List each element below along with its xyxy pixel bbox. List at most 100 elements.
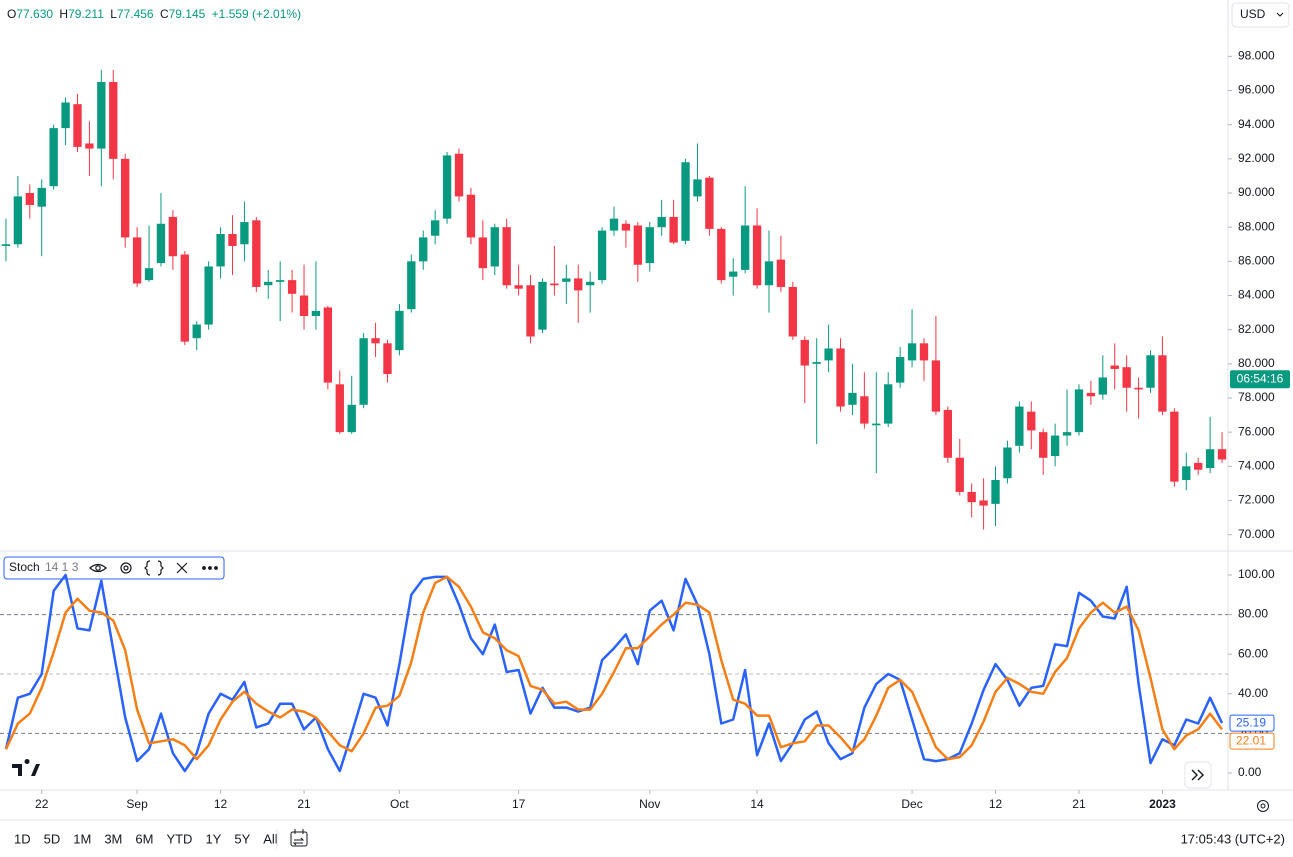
y-tick-label: 98.000 — [1238, 49, 1275, 63]
range-button[interactable]: YTD — [166, 831, 192, 846]
candle-body — [1182, 466, 1191, 480]
x-tick-label: 2023 — [1149, 797, 1176, 811]
ohlc-legend: O77.630 H79.211 L77.456 C79.145 +1.559 (… — [7, 7, 301, 21]
source-icon[interactable] — [144, 560, 164, 576]
candle-body — [860, 396, 869, 424]
candle-body — [359, 338, 368, 405]
logo[interactable] — [12, 759, 40, 776]
candle-body — [335, 384, 344, 433]
candle-body — [419, 237, 428, 262]
candle-body — [73, 104, 82, 147]
candle-body — [1098, 377, 1107, 395]
candle-body — [919, 343, 929, 361]
settings-icon[interactable] — [1257, 800, 1269, 812]
indicator-box[interactable] — [3, 556, 225, 580]
scroll-button[interactable] — [1184, 761, 1212, 789]
indicator-params: 14 1 3 — [45, 560, 79, 574]
candle-body — [1062, 432, 1072, 436]
currency-label[interactable]: USD — [1240, 7, 1266, 21]
candle-body — [216, 234, 225, 267]
y-tick-label: 70.000 — [1238, 527, 1275, 541]
settings-button[interactable] — [1257, 800, 1269, 812]
eye-icon[interactable] — [89, 563, 107, 573]
candle-body — [121, 158, 130, 238]
y-tick-label: 100.00 — [1238, 567, 1275, 581]
candle-body — [109, 81, 118, 159]
candle-body — [800, 339, 809, 366]
candle-body — [824, 348, 833, 361]
range-button[interactable]: All — [263, 831, 278, 846]
candle-body — [597, 230, 607, 281]
y-tick-label: 96.000 — [1238, 83, 1275, 97]
candle-body — [681, 162, 690, 241]
range-button[interactable]: 1Y — [205, 831, 221, 846]
y-tick-label: 80.00 — [1238, 607, 1268, 621]
range-button[interactable]: 1M — [73, 831, 91, 846]
indicator-icons[interactable] — [89, 560, 218, 576]
candle-body — [991, 479, 1000, 504]
indicator-legend[interactable]: Stoch 14 1 3 — [3, 556, 225, 580]
last-value-label: 25.19 — [1236, 715, 1266, 729]
close-value: 79.145 — [169, 7, 206, 21]
candle-body — [669, 216, 678, 243]
candle-body — [1027, 411, 1036, 431]
more-dot[interactable] — [214, 566, 218, 570]
currency-box[interactable] — [1231, 2, 1290, 28]
range-button[interactable]: 1D — [14, 831, 31, 846]
gear-icon[interactable] — [120, 562, 132, 574]
calendar-icon[interactable] — [290, 831, 308, 847]
candle-body — [979, 500, 988, 506]
candle-body — [13, 196, 23, 245]
date-range-button[interactable] — [290, 829, 308, 847]
currency-button[interactable]: USD — [1231, 2, 1290, 28]
currency-caret[interactable] — [1276, 12, 1284, 17]
remove-icon[interactable] — [176, 562, 188, 574]
candle-body — [1, 244, 11, 246]
candle-body — [156, 223, 166, 264]
candle-body — [812, 362, 821, 364]
candle-body — [836, 348, 845, 407]
range-button[interactable]: 5Y — [234, 831, 250, 846]
calendar-arrows[interactable] — [292, 829, 305, 846]
y-tick-label: 74.000 — [1238, 458, 1275, 472]
last-value-box — [1229, 732, 1275, 750]
range-button[interactable]: 6M — [135, 831, 153, 846]
y-tick-label: 72.000 — [1238, 493, 1275, 507]
candle-body — [395, 310, 404, 351]
more-dot[interactable] — [202, 566, 206, 570]
candle-body — [1134, 387, 1143, 390]
candle-body — [264, 281, 273, 286]
y-tick-label: 94.000 — [1238, 117, 1275, 131]
low-label: L — [110, 7, 117, 21]
gear-center[interactable] — [123, 565, 129, 571]
candle-body — [1086, 392, 1096, 397]
x-tick-label: 21 — [297, 797, 311, 811]
range-button[interactable]: 3M — [104, 831, 122, 846]
candle-body — [621, 223, 631, 231]
settings-center[interactable] — [1260, 803, 1266, 809]
candle-body — [657, 216, 666, 228]
range-button[interactable]: 5D — [44, 831, 61, 846]
y-tick-label: 76.000 — [1238, 424, 1275, 438]
logo-mark[interactable] — [12, 759, 40, 776]
candle-body — [1158, 355, 1167, 412]
eye-pupil[interactable] — [95, 565, 101, 571]
candle-body — [788, 286, 798, 337]
candle-body — [430, 220, 440, 236]
candle-body — [1205, 449, 1215, 469]
x-tick-label: Dec — [901, 797, 922, 811]
scroll-box[interactable] — [1184, 761, 1212, 789]
clock[interactable]: 17:05:43 (UTC+2) — [1181, 831, 1285, 846]
candle-body — [693, 179, 702, 197]
x-tick-label: Sep — [126, 797, 148, 811]
more-dot[interactable] — [208, 566, 212, 570]
candle-body — [180, 254, 189, 342]
y-tick-label: 90.000 — [1238, 185, 1275, 199]
candle-body — [1146, 355, 1155, 388]
candle-body — [729, 271, 738, 277]
scroll-icon[interactable] — [1191, 769, 1204, 781]
candle-body — [776, 259, 786, 287]
last-value-box — [1229, 714, 1275, 732]
y-tick-label: 60.00 — [1238, 646, 1268, 660]
y-tick-label: 80.000 — [1238, 356, 1275, 370]
